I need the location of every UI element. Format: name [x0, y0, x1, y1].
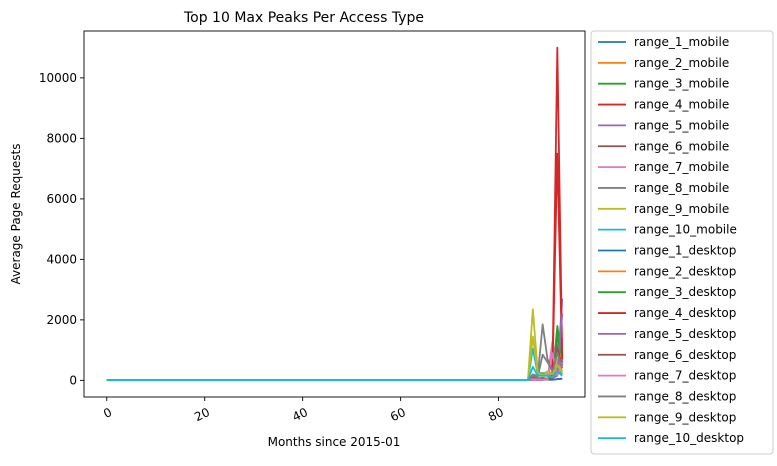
legend-label-range_2_desktop: range_2_desktop [634, 264, 736, 278]
legend-label-range_3_desktop: range_3_desktop [634, 285, 736, 299]
legend-label-range_3_mobile: range_3_mobile [634, 77, 729, 91]
legend-label-range_7_desktop: range_7_desktop [634, 369, 736, 383]
chart-title: Top 10 Max Peaks Per Access Type [183, 10, 424, 26]
x-tick-label: 20 [192, 405, 212, 424]
legend-label-range_6_mobile: range_6_mobile [634, 139, 729, 153]
legend-label-range_1_desktop: range_1_desktop [634, 244, 736, 258]
y-axis-label: Average Page Requests [9, 144, 23, 285]
legend-label-range_5_desktop: range_5_desktop [634, 327, 736, 341]
series-line-range_2_mobile [106, 337, 564, 381]
series-line-range_3_desktop [106, 334, 564, 381]
x-tick-label: 0 [101, 405, 114, 421]
legend-label-range_9_desktop: range_9_desktop [634, 410, 736, 424]
x-tick-label: 80 [486, 405, 506, 424]
legend-label-range_9_mobile: range_9_mobile [634, 202, 729, 216]
y-tick-label: 4000 [46, 252, 77, 266]
x-tick-label: 40 [290, 405, 310, 424]
y-axis-ticks: 0 2000 4000 6000 8000 10000 [39, 71, 84, 387]
y-tick-label: 0 [69, 373, 77, 387]
series-line-range_8_mobile [106, 323, 564, 381]
plot-frame [83, 30, 586, 398]
x-tick-label: 60 [388, 405, 408, 424]
series-line-range_10_desktop [106, 365, 563, 381]
series-line-range_2_desktop [106, 349, 564, 381]
y-tick-label: 6000 [46, 192, 77, 206]
legend-label-range_1_mobile: range_1_mobile [634, 35, 729, 49]
plot-lines [106, 46, 564, 381]
legend-label-range_4_mobile: range_4_mobile [634, 98, 729, 112]
series-line-range_7_desktop [106, 352, 564, 381]
series-line-range_10_mobile [106, 347, 563, 381]
series-line-range_9_mobile [106, 308, 564, 381]
series-line-range_7_mobile [106, 340, 564, 381]
legend-label-range_8_mobile: range_8_mobile [634, 181, 729, 195]
series-line-range_8_desktop [106, 352, 564, 381]
y-tick-label: 8000 [46, 131, 77, 145]
legend: range_1_mobile range_2_mobile range_3_mobi… [590, 30, 774, 455]
legend-label-range_10_mobile: range_10_mobile [634, 223, 737, 237]
legend-frame [590, 30, 774, 455]
series-line-range_5_desktop [106, 313, 564, 381]
series-line-range_6_desktop [106, 346, 564, 381]
y-tick-label: 10000 [39, 71, 77, 85]
series-line-range_6_mobile [106, 334, 564, 381]
y-tick-label: 2000 [46, 313, 77, 327]
legend-label-range_8_desktop: range_8_desktop [634, 389, 736, 403]
series-line-range_5_mobile [106, 298, 564, 381]
series-line-range_4_mobile [106, 152, 564, 381]
legend-label-range_6_desktop: range_6_desktop [634, 348, 736, 362]
series-line-range_4_desktop [106, 46, 564, 381]
x-axis-ticks: 0 20 40 60 80 [101, 397, 506, 424]
legend-label-range_7_mobile: range_7_mobile [634, 160, 729, 174]
x-axis-label: Months since 2015-01 [268, 435, 401, 449]
legend-label-range_10_desktop: range_10_desktop [634, 431, 744, 445]
series-line-range_9_desktop [106, 335, 563, 381]
legend-label-range_4_desktop: range_4_desktop [634, 306, 736, 320]
series-line-range_3_mobile [106, 325, 564, 381]
legend-label-range_2_mobile: range_2_mobile [634, 56, 729, 70]
legend-label-range_5_mobile: range_5_mobile [634, 118, 729, 132]
